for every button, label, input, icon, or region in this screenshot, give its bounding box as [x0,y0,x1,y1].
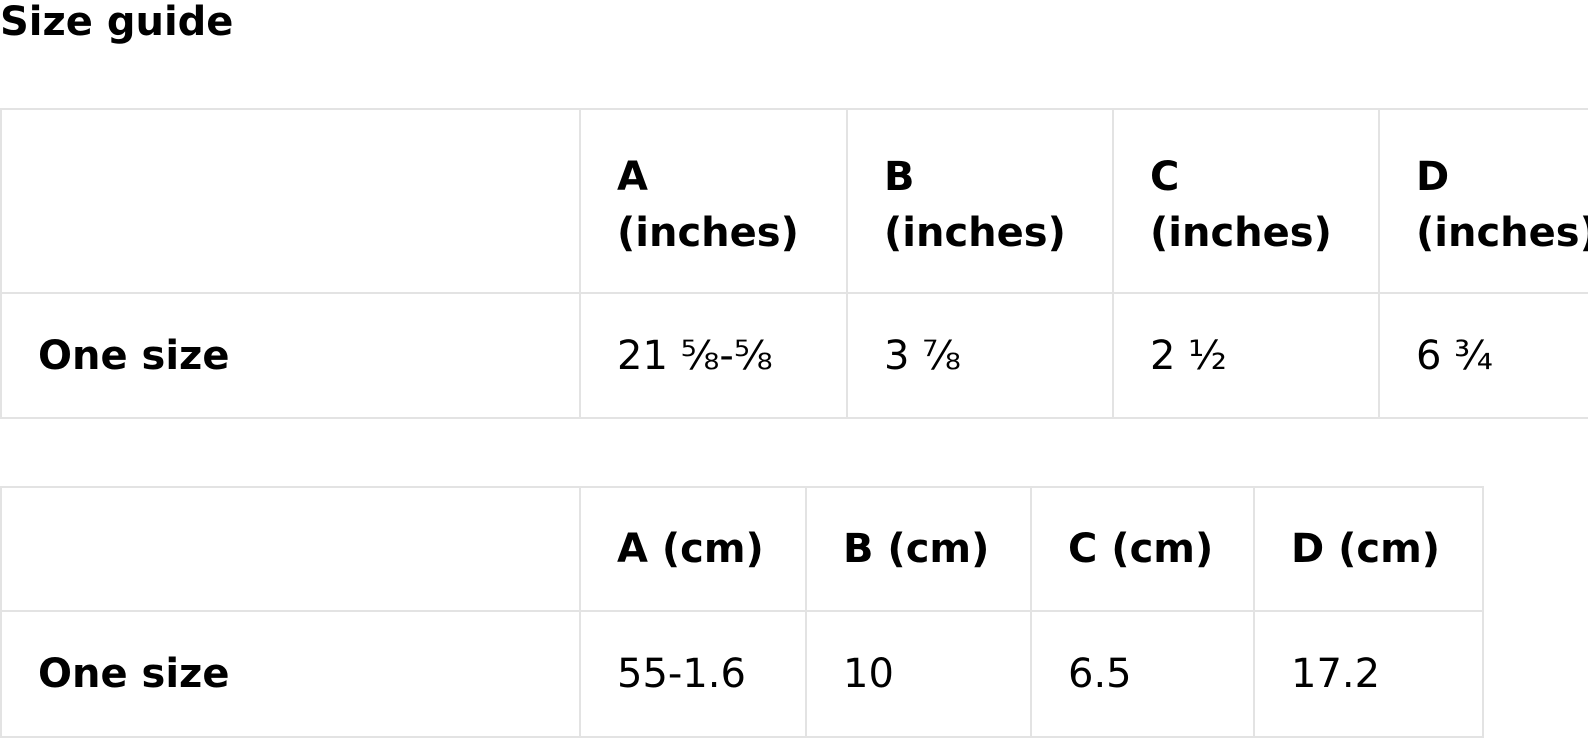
column-letter: C [1150,154,1180,200]
column-letter: D [1416,154,1450,200]
column-header-c-cm: C (cm) [1030,486,1255,612]
value-d-inches: 6 ¾ [1378,292,1588,419]
row-label: One size [0,292,581,419]
column-header-d-inches: D (inches) [1378,108,1588,294]
value-a-inches: 21 ⅝-⅝ [579,292,848,419]
column-header-a-inches: A (inches) [579,108,848,294]
size-table-cm: A (cm) B (cm) C (cm) D (cm) One size 55-… [0,486,1484,738]
size-table-inches: A (inches) B (inches) C (inches) D (inch… [0,108,1588,419]
value-a-cm: 55-1.6 [579,610,807,738]
column-header-b-cm: B (cm) [805,486,1032,612]
table-header-row: A (cm) B (cm) C (cm) D (cm) [0,486,1484,612]
table-header-row: A (inches) B (inches) C (inches) D (inch… [0,108,1588,294]
value-b-inches: 3 ⅞ [846,292,1114,419]
column-letter: B [884,154,915,200]
column-header-a-cm: A (cm) [579,486,807,612]
value-b-cm: 10 [805,610,1032,738]
table-row: One size 55-1.6 10 6.5 17.2 [0,610,1484,738]
header-empty-cell [0,108,581,294]
column-header-d-cm: D (cm) [1253,486,1484,612]
column-unit: (inches) [884,210,1066,256]
column-unit: (inches) [1150,210,1332,256]
table-row: One size 21 ⅝-⅝ 3 ⅞ 2 ½ 6 ¾ [0,292,1588,419]
column-header-c-inches: C (inches) [1112,108,1380,294]
column-unit: (inches) [1416,210,1588,256]
row-label: One size [0,610,581,738]
column-header-b-inches: B (inches) [846,108,1114,294]
value-c-inches: 2 ½ [1112,292,1380,419]
column-unit: (inches) [617,210,799,256]
column-letter: A [617,154,648,200]
value-c-cm: 6.5 [1030,610,1255,738]
header-empty-cell [0,486,581,612]
value-d-cm: 17.2 [1253,610,1484,738]
page-title: Size guide [0,0,234,45]
